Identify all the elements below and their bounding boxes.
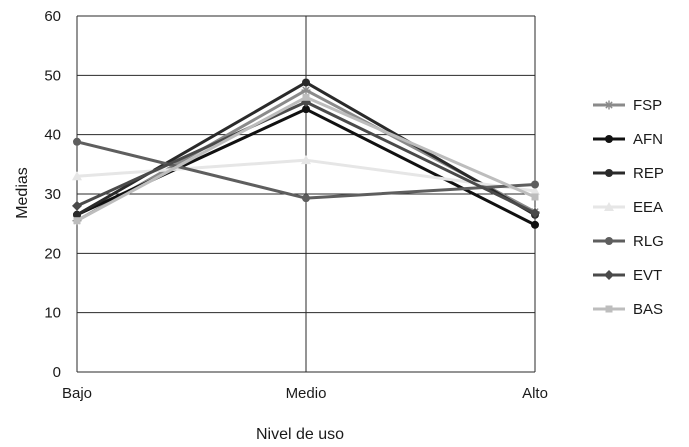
data-point-evt [530,207,540,218]
grid-lines [76,15,536,373]
data-point-afn [531,220,539,229]
series-rlg [73,137,539,203]
legend-item-afn: AFN [593,131,663,148]
y-tick-label: 30 [44,186,61,203]
y-tick-label: 60 [44,8,61,25]
legend-label-evt: EVT [633,267,662,284]
data-point-rlg [73,137,81,146]
y-tick-label: 0 [53,364,61,381]
data-point-rep [73,210,81,219]
legend-item-evt: EVT [593,267,662,284]
legend-marker-evt [604,270,614,280]
legend-marker-rlg [605,237,613,245]
legend-item-eea: EEA [593,199,663,216]
data-point-fsp [301,85,311,95]
y-tick-label: 20 [44,245,61,262]
data-point-evt [72,200,82,211]
data-point-bas [73,217,81,225]
y-tick-labels: 0 10 20 30 40 50 60 [44,8,61,381]
legend-marker-eea [604,202,614,211]
data-point-eea [301,155,311,165]
legend-marker-fsp [604,100,614,110]
y-tick-label: 40 [44,127,61,144]
legend-item-rep: REP [593,165,664,182]
legend-marker-rep [605,169,613,177]
data-point-bas [531,193,539,201]
data-point-bas [302,93,310,101]
x-tick-label: Medio [286,385,327,402]
legend-item-fsp: FSP [593,97,662,114]
x-tick-label: Bajo [62,385,92,402]
data-point-rlg [531,180,539,189]
legend-item-rlg: RLG [593,233,664,250]
x-axis-label: Nivel de uso [256,426,344,443]
y-tick-label: 50 [44,67,61,84]
x-tick-label: Alto [522,385,548,402]
legend-label-rep: REP [633,165,664,182]
y-tick-label: 10 [44,305,61,322]
legend-item-bas: BAS [593,301,663,318]
data-point-rep [302,78,310,87]
data-point-eea [530,186,540,196]
y-axis-label: Medias [14,167,31,219]
legend-marker-afn [605,135,613,143]
legend: FSP AFN REP EEA RLG EVT BAS [593,97,664,318]
x-tick-labels: Bajo Medio Alto [62,385,548,402]
legend-label-rlg: RLG [633,233,664,250]
legend-label-bas: BAS [633,301,663,318]
series-evt [72,97,540,218]
legend-label-afn: AFN [633,131,663,148]
data-point-eea [72,171,82,181]
data-point-rlg [302,194,310,203]
legend-label-fsp: FSP [633,97,662,114]
legend-label-eea: EEA [633,199,663,216]
series-layer [72,78,540,229]
series-bas [73,93,539,225]
legend-marker-bas [605,305,613,313]
data-point-afn [302,105,310,114]
